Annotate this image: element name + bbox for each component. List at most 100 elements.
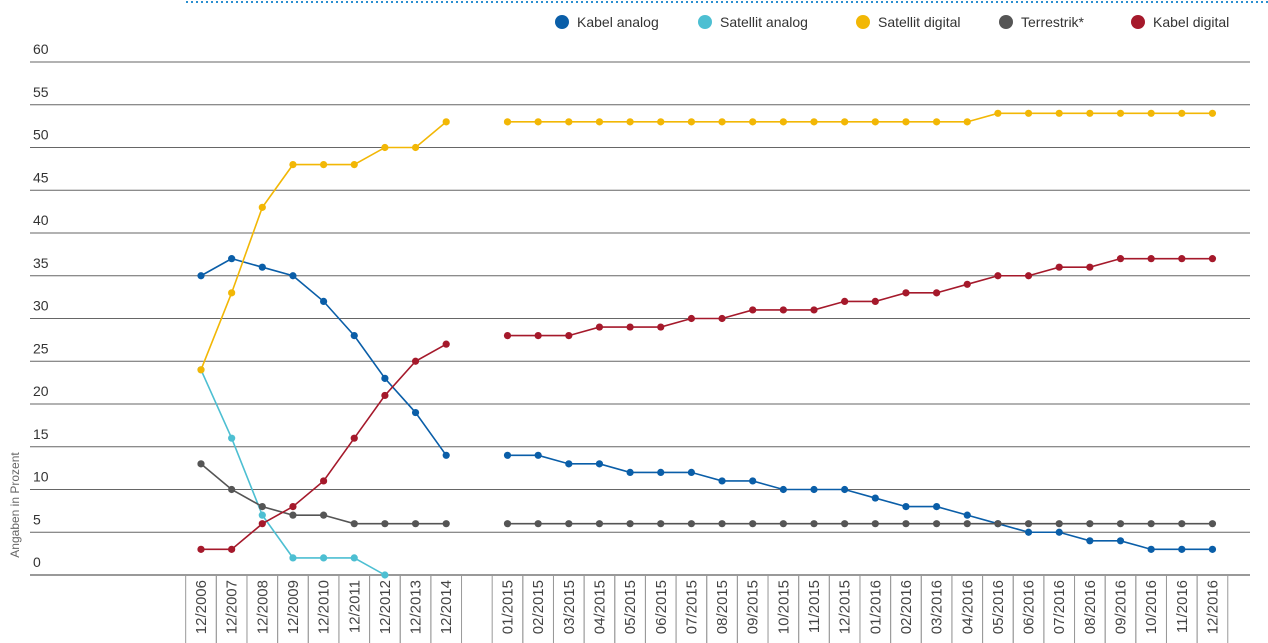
x-tick-label: 10/2015 <box>775 580 792 634</box>
x-tick-label: 11/2015 <box>806 580 823 633</box>
data-point <box>1024 109 1033 117</box>
data-point <box>1178 255 1186 263</box>
data-point <box>1208 520 1217 528</box>
data-point <box>289 161 297 169</box>
data-point <box>779 306 787 314</box>
data-point <box>841 297 849 305</box>
data-point <box>565 118 573 126</box>
data-point <box>749 118 757 126</box>
data-point <box>350 161 358 169</box>
data-point <box>994 520 1002 528</box>
data-point <box>320 477 328 485</box>
data-point <box>994 272 1002 280</box>
data-point <box>320 554 328 562</box>
y-tick-label: 5 <box>33 511 41 527</box>
data-point <box>718 520 726 528</box>
data-point <box>687 520 696 528</box>
data-point <box>228 434 236 442</box>
data-point <box>228 545 236 553</box>
y-tick-label: 30 <box>33 298 49 314</box>
data-point <box>411 357 420 365</box>
data-point <box>534 332 542 340</box>
data-point <box>902 520 910 528</box>
data-point <box>963 118 971 126</box>
legend-label: Satellit digital <box>878 14 961 30</box>
x-tick-label: 09/2015 <box>745 580 762 634</box>
data-point <box>1178 109 1186 117</box>
legend-marker <box>856 15 870 29</box>
data-point <box>1055 528 1063 536</box>
data-point <box>810 485 818 494</box>
data-point <box>810 306 818 314</box>
legend-marker <box>999 15 1013 29</box>
data-point <box>258 520 266 528</box>
x-tick-label: 01/2016 <box>867 580 884 634</box>
data-point <box>503 520 512 528</box>
data-point <box>810 118 818 126</box>
data-point <box>1055 263 1063 271</box>
x-tick-label: 12/2008 <box>254 580 271 634</box>
data-point <box>1147 545 1155 553</box>
data-point <box>1208 109 1217 117</box>
x-tick-label: 07/2016 <box>1051 580 1068 634</box>
data-point <box>534 520 542 528</box>
data-point <box>718 314 726 323</box>
data-point <box>963 511 971 519</box>
data-point <box>810 520 818 528</box>
y-tick-label: 0 <box>33 554 41 570</box>
x-tick-label: 02/2015 <box>530 580 547 634</box>
x-tick-label: 12/2009 <box>285 580 302 634</box>
data-point <box>320 511 328 519</box>
data-point <box>749 306 757 314</box>
data-point <box>1178 545 1186 553</box>
data-point <box>1116 537 1125 545</box>
data-point <box>565 520 573 528</box>
data-point <box>841 520 849 528</box>
data-point <box>626 520 634 528</box>
y-tick-label: 35 <box>33 255 49 271</box>
x-tick-label: 06/2016 <box>1021 580 1038 634</box>
series-line <box>200 112 1213 371</box>
y-tick-label: 45 <box>33 169 49 185</box>
data-point <box>442 520 450 528</box>
data-point <box>595 520 604 528</box>
data-point <box>381 143 389 152</box>
x-tick-label: 07/2015 <box>683 580 700 634</box>
data-point <box>595 460 604 468</box>
data-point <box>595 323 604 331</box>
x-tick-label: 03/2016 <box>929 580 946 634</box>
data-point <box>1024 520 1033 528</box>
data-point <box>657 323 665 331</box>
data-point <box>1147 109 1155 117</box>
data-point <box>871 494 879 502</box>
data-point <box>197 272 205 280</box>
data-point <box>411 520 420 528</box>
data-point <box>1055 520 1063 528</box>
x-tick-label: 08/2015 <box>714 580 731 634</box>
data-point <box>626 118 634 126</box>
legend-label: Terrestrik* <box>1021 14 1085 30</box>
x-tick-label: 12/2007 <box>224 580 241 634</box>
data-point <box>1208 255 1217 263</box>
data-point <box>258 511 266 519</box>
data-point <box>902 289 910 297</box>
data-point <box>258 503 266 511</box>
data-point <box>381 374 389 382</box>
data-point <box>228 289 236 297</box>
y-tick-label: 10 <box>33 469 49 485</box>
data-point <box>442 118 450 126</box>
data-point <box>902 118 910 126</box>
y-tick-label: 40 <box>33 212 49 228</box>
data-point <box>1116 520 1125 528</box>
data-point <box>933 118 941 126</box>
x-tick-label: 12/2014 <box>438 580 455 634</box>
data-point <box>1055 109 1063 117</box>
x-tick-label: 08/2016 <box>1082 580 1099 634</box>
data-point <box>1086 537 1094 545</box>
legend-marker <box>555 15 569 29</box>
data-point <box>1147 255 1155 263</box>
x-tick-label: 09/2016 <box>1113 580 1130 634</box>
legend-label: Kabel digital <box>1153 14 1229 30</box>
data-point <box>871 297 879 305</box>
